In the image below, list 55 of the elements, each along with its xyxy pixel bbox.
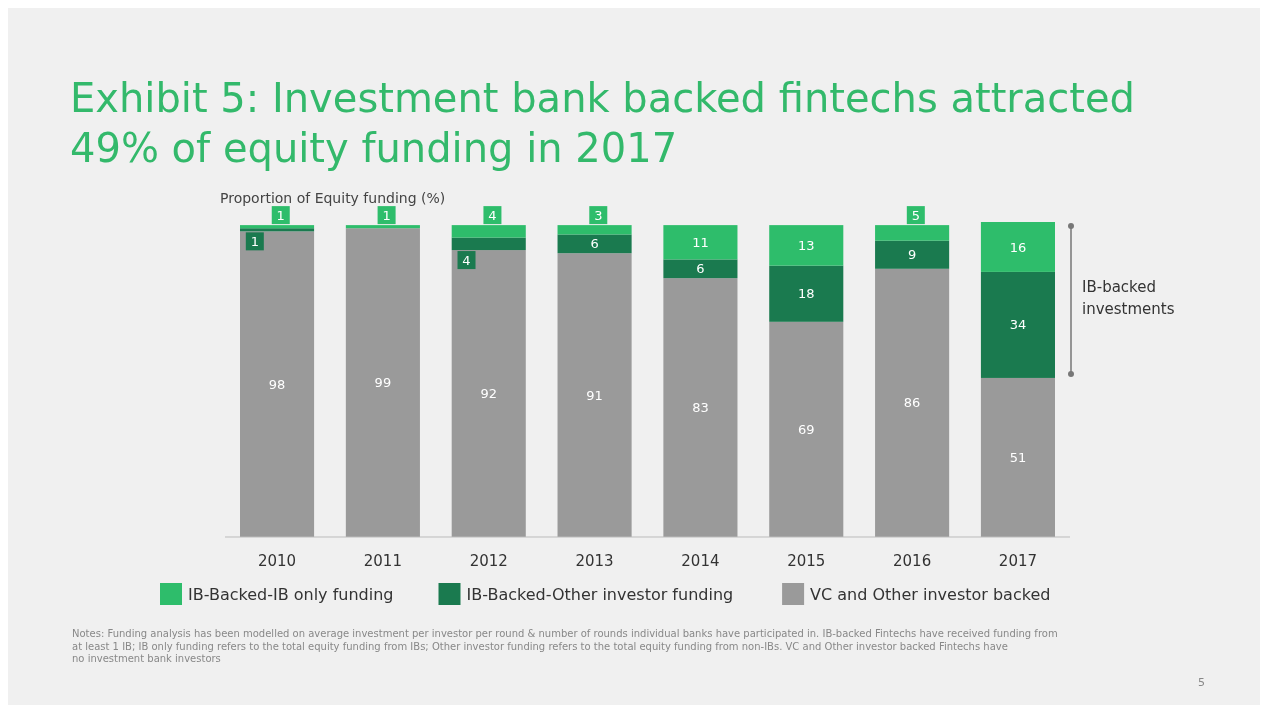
- bar: [557, 234, 632, 254]
- bar: [557, 253, 632, 537]
- x-tick-label: 2014: [681, 552, 720, 571]
- data-label: 34: [1009, 317, 1027, 333]
- data-label: 9: [907, 247, 917, 263]
- bar: [769, 225, 844, 266]
- legend-label: IB-Backed-IB only funding: [188, 584, 394, 604]
- data-label: 16: [1009, 239, 1027, 255]
- text: IB-backed investments: [1082, 278, 1175, 318]
- data-label: 6: [590, 236, 599, 252]
- bar: [980, 377, 1055, 537]
- data-label: 51: [1009, 450, 1027, 466]
- data-label: 11: [692, 234, 709, 250]
- x-tick-label: 2017: [998, 552, 1038, 571]
- bar: [663, 259, 738, 279]
- data-label: 92: [480, 386, 498, 402]
- data-label: 91: [586, 387, 603, 403]
- bar: [663, 278, 738, 537]
- bar: [345, 228, 420, 537]
- data-label: 1: [382, 207, 391, 223]
- bar: [875, 268, 950, 537]
- bar: [769, 265, 844, 322]
- bar: [875, 240, 950, 269]
- y-axis-title: Proportion of Equity funding (%): [220, 190, 446, 206]
- bar: [980, 271, 1055, 378]
- bar: [769, 321, 844, 537]
- data-label: 86: [903, 395, 921, 411]
- x-tick-label: 2015: [787, 552, 826, 571]
- legend-label: VC and Other investor backed: [810, 584, 1051, 604]
- data-label: 4: [462, 252, 471, 268]
- x-tick-label: 2011: [363, 552, 402, 571]
- data-label: 6: [696, 261, 705, 277]
- text: 5: [1198, 676, 1205, 689]
- data-label: 1: [250, 233, 259, 249]
- data-label: 13: [797, 237, 815, 253]
- text: Notes: Funding analysis has been modelled on average investment per investor per round & number of rounds individual banks have participated in. IB-backed Fintechs have received funding from at least 1 IB; IB only funding refers to the total equity funding from IBs; Other investor funding refers to the total equity funding from non-IBs. VC and Other investor backed Fintechs have no investment bank investors: [72, 628, 1058, 664]
- chart-title: Exhibit 5: Investment bank backed fintechs attracted 49% of equity funding in 2017: [70, 75, 1135, 171]
- bar: [663, 225, 738, 260]
- data-label: 4: [488, 207, 497, 223]
- x-tick-label: 2010: [257, 552, 297, 571]
- data-label: 69: [797, 421, 815, 437]
- bar: [451, 250, 526, 537]
- data-label: 98: [268, 376, 286, 392]
- x-tick-label: 2012: [469, 552, 508, 571]
- legend-label: IB-Backed-Other investor funding: [466, 584, 734, 604]
- bar: [240, 231, 315, 537]
- x-tick-label: 2013: [575, 552, 614, 571]
- data-label: 5: [911, 207, 920, 223]
- bar: [980, 222, 1055, 272]
- data-label: 83: [692, 400, 709, 416]
- data-label: 3: [594, 207, 603, 223]
- data-label: 1: [276, 207, 285, 223]
- x-tick-label: 2016: [893, 552, 932, 571]
- data-label: 18: [797, 286, 815, 302]
- data-label: 99: [374, 375, 392, 391]
